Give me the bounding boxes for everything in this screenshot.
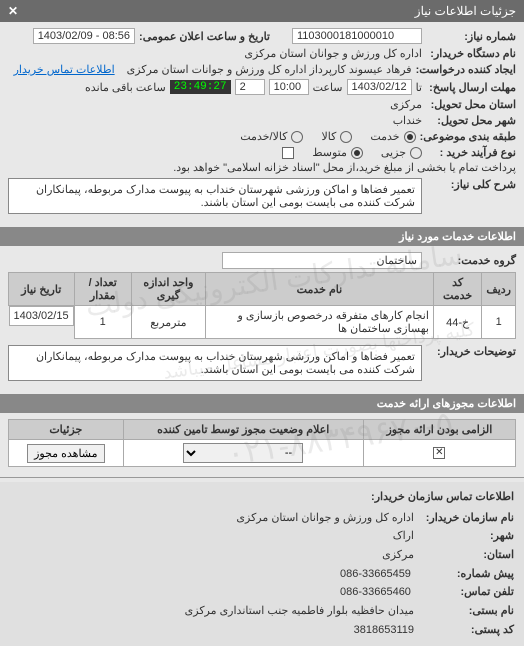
desc-box: تعمیر فضاها و اماکن ورزشی شهرستان خنداب … [8,178,422,214]
permit-status-cell: -- [123,440,363,467]
notes-text: تعمیر فضاها و اماکن ورزشی شهرستان خنداب … [36,351,415,376]
footer-contact: اطلاعات تماس سازمان خریدار: نام سازمان خ… [0,482,524,646]
pcol-mandatory: الزامی بودن ارائه مجوز [363,420,515,440]
services-header: اطلاعات خدمات مورد نیاز [0,227,524,246]
deadline-min: 2 [235,79,265,95]
bundle-label: طبقه بندی موضوعی: [420,130,516,143]
table-row: 1 خ-44 انجام کارهای متفرقه درخصوص بازساز… [9,306,516,339]
radio-goods-label: کالا [321,130,336,143]
buyer-contact-link[interactable]: اطلاعات تماس خریدار [14,63,115,76]
f-org: اداره کل ورزش و جوانان استان مرکزی [236,512,414,524]
creator-value: فرهاد عیسوند کارپرداز اداره کل ورزش و جو… [127,63,412,76]
permit-mandatory-checkbox[interactable] [433,447,445,459]
radio-both-label: کالا/خدمت [240,130,287,143]
buyer-value: اداره کل ورزش و جوانان استان مرکزی [244,47,422,60]
radio-goods[interactable] [340,131,352,143]
radio-mid-label: متوسط [312,146,347,159]
creator-label: ایجاد کننده درخواست: [416,63,516,76]
f-city-lbl: شهر: [414,527,514,546]
need-no-label: شماره نیاز: [426,30,516,43]
cell-name: انجام کارهای متفرقه درخصوص بازسازی و بهس… [205,306,433,339]
f-pre-lbl: پیش شماره: [414,565,514,584]
radio-easy-label: جزیی [381,146,406,159]
table-row: -- مشاهده مجوز [9,440,516,467]
dialog-header: جزئیات اطلاعات نیاز ✕ [0,0,524,22]
countdown-timer: 23:49:27 [170,80,231,94]
close-icon[interactable]: ✕ [8,4,18,18]
f-post: 3818653119 [354,621,414,640]
cell-qty: 1 [74,306,131,339]
f-city: اراک [393,530,414,542]
permit-details-cell: مشاهده مجوز [9,440,124,467]
pay-note: پرداخت تمام یا بخشی از مبلغ خرید،از محل … [173,161,516,174]
col-qty: تعداد / مقدار [74,273,131,306]
footer-title: اطلاعات تماس سازمان خریدار: [10,488,514,507]
time-label-1: ساعت [313,81,343,94]
f-fax-lbl: تلفن تماس: [414,583,514,602]
service-group-value: ساختمان [222,252,422,269]
radio-easy[interactable] [410,147,422,159]
f-prov-lbl: استان: [414,546,514,565]
buyer-label: نام دستگاه خریدار: [426,47,516,60]
col-row: ردیف [482,273,516,306]
desc-text: تعمیر فضاها و اماکن ورزشی شهرستان خنداب … [36,184,415,209]
view-permit-button[interactable]: مشاهده مجوز [27,444,104,463]
f-fax: 086-33665460 [340,583,411,602]
services-table: ردیف کد خدمت نام خدمت واحد اندازه گیری ت… [8,272,516,339]
deliver-province-label: استان محل تحویل: [426,98,516,111]
f-prov: مرکزی [382,549,414,561]
cell-idx: 1 [482,306,516,339]
notes-label: توضیحات خریدار: [426,345,516,358]
deadline-label: مهلت ارسال پاسخ: [426,81,516,94]
cell-unit: مترمربع [131,306,205,339]
notes-box: تعمیر فضاها و اماکن ورزشی شهرستان خنداب … [8,345,422,381]
deliver-city-label: شهر محل تحویل: [426,114,516,127]
col-code: کد خدمت [433,273,481,306]
deliver-province: مرکزی [390,98,422,111]
checkbox-treasury[interactable] [282,147,294,159]
until-label: تا [416,81,422,94]
pcol-details: جزئیات [9,420,124,440]
remain-label: ساعت باقی مانده [85,81,166,94]
col-name: نام خدمت [205,273,433,306]
f-org-lbl: نام سازمان خریدار: [414,509,514,528]
desc-label: شرح کلی نیاز: [426,178,516,191]
deliver-city: خنداب [393,114,422,127]
need-info-section: شماره نیاز: 1103000181000010 تاریخ و ساع… [0,22,524,223]
radio-service[interactable] [404,131,416,143]
service-group-label: گروه خدمت: [426,254,516,267]
col-unit: واحد اندازه گیری [131,273,205,306]
f-addr-lbl: نام بستی: [414,602,514,621]
permits-header: اطلاعات مجوزهای ارائه خدمت [0,394,524,413]
dialog-title: جزئیات اطلاعات نیاز [415,4,516,18]
f-addr: میدان حافظیه بلوار فاطمیه جنب استانداری … [185,605,414,617]
permit-mandatory-cell [363,440,515,467]
permits-table: الزامی بودن ارائه مجوز اعلام وضعیت مجوز … [8,419,516,467]
f-phone: 086-33665459 [340,565,411,584]
need-no-value: 1103000181000010 [292,28,422,44]
radio-service-label: خدمت [370,130,399,143]
deadline-hour: 10:00 [269,79,309,95]
permit-status-select[interactable]: -- [183,443,303,463]
pcol-status: اعلام وضعیت مجوز توسط تامین کننده [123,420,363,440]
cell-date: 1403/02/15 [9,306,74,326]
process-label: نوع فرآیند خرید : [426,146,516,159]
radio-both[interactable] [291,131,303,143]
services-section: گروه خدمت: ساختمان سامانه تدارکات الکترو… [0,246,524,390]
col-date: تاریخ نیاز [9,273,75,306]
deadline-date: 1403/02/12 [347,79,412,95]
radio-mid[interactable] [351,147,363,159]
permits-section: ۰۲۱-۸۸۳۴۹۶۷۰-۵ الزامی بودن ارائه مجوز اع… [0,413,524,473]
announce-label: تاریخ و ساعت اعلان عمومی: [139,30,270,43]
cell-code: خ-44 [433,306,481,339]
announce-value: 1403/02/09 - 08:56 [33,28,135,44]
f-post-lbl: کد پستی: [414,621,514,640]
